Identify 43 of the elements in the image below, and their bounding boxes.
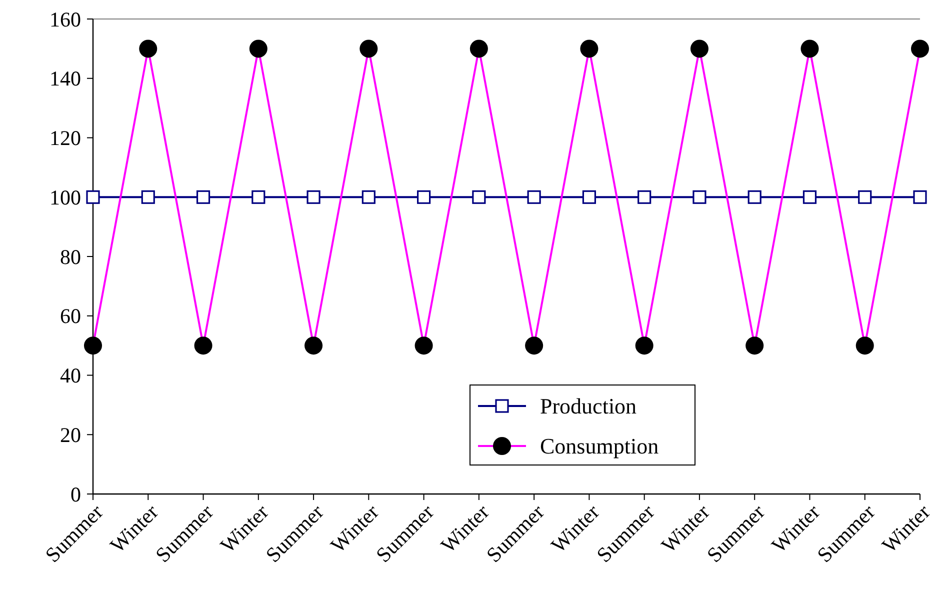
legend-label: Consumption (540, 434, 659, 459)
point (527, 190, 541, 204)
point (304, 336, 323, 355)
legend-label: Production (540, 394, 637, 419)
point (196, 190, 210, 204)
point (252, 190, 266, 204)
point (470, 40, 488, 58)
point (194, 336, 212, 355)
point (141, 190, 155, 204)
point (249, 40, 268, 58)
y-tick-label: 120 (50, 126, 81, 150)
y-tick-label: 20 (60, 422, 81, 447)
point (362, 190, 376, 204)
point (414, 336, 433, 355)
point (472, 190, 486, 204)
point (802, 190, 817, 204)
y-tick-label: 40 (60, 364, 81, 388)
point (800, 40, 819, 58)
point (692, 190, 706, 204)
point (856, 336, 874, 355)
point (748, 190, 762, 204)
point (139, 40, 158, 58)
y-tick-label: 0 (70, 482, 81, 506)
point (635, 336, 654, 355)
y-tick-label: 80 (60, 244, 81, 269)
point (417, 190, 431, 204)
y-tick-label: 60 (60, 304, 81, 328)
point (690, 40, 708, 58)
point (86, 190, 100, 204)
y-tick-label: 140 (50, 66, 81, 91)
y-tick-label: 100 (50, 185, 81, 210)
point (858, 190, 872, 204)
point (582, 190, 596, 204)
point (911, 40, 929, 58)
point (638, 190, 652, 204)
point (306, 190, 320, 204)
y-tick-label: 160 (50, 7, 81, 32)
point (913, 190, 927, 204)
point (84, 336, 102, 355)
point (746, 336, 764, 355)
point (525, 336, 544, 355)
point (580, 40, 598, 58)
point (360, 40, 378, 58)
